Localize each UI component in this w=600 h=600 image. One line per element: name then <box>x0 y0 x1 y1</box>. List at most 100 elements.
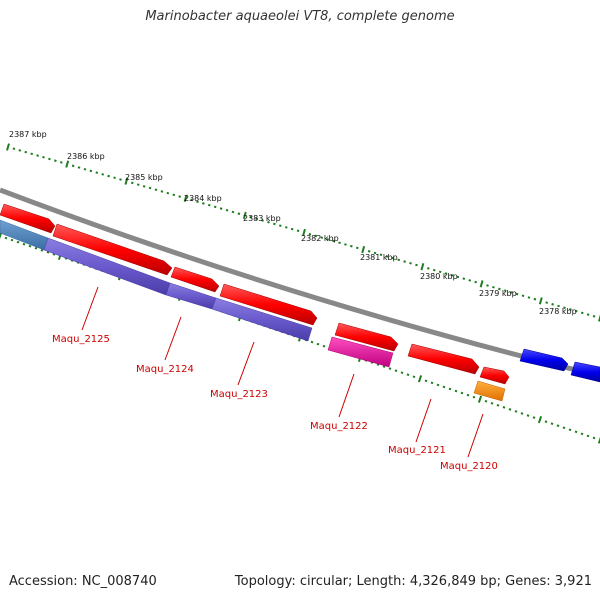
upper-ruler-minor-tick <box>249 215 253 219</box>
upper-ruler-minor-tick <box>30 152 34 156</box>
upper-ruler-minor-tick <box>36 154 39 157</box>
upper-ruler-major-tick <box>420 263 425 271</box>
upper-ruler-minor-tick <box>438 270 442 274</box>
upper-ruler-minor-tick <box>130 181 134 185</box>
gene-red-2[interactable] <box>52 223 173 276</box>
lower-ruler-major-tick <box>0 232 3 240</box>
gene-label-2121: Maqu_2121 <box>388 445 446 456</box>
lower-ruler-minor-tick <box>4 236 8 240</box>
lower-ruler-major-tick <box>477 395 483 403</box>
kbp-label-2385: 2385 kbp <box>125 173 163 182</box>
lower-ruler-minor-tick <box>586 434 590 438</box>
upper-ruler-minor-tick <box>59 161 63 164</box>
pointer-line-2124 <box>164 316 182 361</box>
upper-ruler-minor-tick <box>237 212 241 215</box>
pointer-line-2123 <box>237 341 255 386</box>
lower-ruler-minor-tick <box>40 248 44 252</box>
upper-ruler-minor-tick <box>498 287 501 291</box>
upper-ruler-major-tick <box>479 280 484 288</box>
kbp-label-2378: 2378 kbp <box>539 307 577 316</box>
lower-ruler-minor-tick <box>472 395 476 399</box>
upper-ruler-minor-tick <box>136 183 140 186</box>
gene-blue-1[interactable] <box>519 348 569 372</box>
upper-ruler-major-tick <box>124 177 129 185</box>
lower-ruler-minor-tick <box>424 379 428 383</box>
upper-ruler-minor-tick <box>261 219 264 222</box>
upper-ruler-minor-tick <box>172 193 176 197</box>
upper-ruler-minor-tick <box>326 238 330 241</box>
upper-ruler-minor-tick <box>273 222 276 226</box>
upper-ruler-minor-tick <box>284 226 288 229</box>
lower-ruler-minor-tick <box>502 406 506 409</box>
gene-red-1[interactable] <box>0 203 56 234</box>
upper-ruler-minor-tick <box>314 234 318 238</box>
upper-ruler-minor-tick <box>391 256 395 260</box>
upper-ruler-minor-tick <box>202 202 205 205</box>
upper-ruler-minor-tick <box>397 258 401 262</box>
upper-ruler-minor-tick <box>54 159 57 162</box>
upper-ruler-major-tick <box>183 194 188 202</box>
map-title: Marinobacter aquaeolei VT8, complete gen… <box>145 9 455 24</box>
lower-ruler-minor-tick <box>16 240 20 244</box>
upper-ruler-minor-tick <box>332 239 335 243</box>
pointer-line-2120 <box>467 413 484 458</box>
lower-ruler-minor-tick <box>400 371 404 374</box>
upper-ruler-minor-tick <box>166 191 170 195</box>
gene-red-7[interactable] <box>479 366 510 385</box>
upper-ruler-minor-tick <box>225 209 229 212</box>
lower-ruler-minor-tick <box>322 344 326 348</box>
gene-maqu-2122[interactable] <box>327 336 394 368</box>
lower-ruler-minor-tick <box>556 424 560 428</box>
upper-ruler-minor-tick <box>444 272 448 275</box>
lower-ruler-minor-tick <box>454 389 458 393</box>
lower-ruler-minor-tick <box>514 410 518 413</box>
upper-ruler-minor-tick <box>563 306 566 310</box>
upper-ruler-minor-tick <box>71 164 75 168</box>
upper-ruler-minor-tick <box>527 296 531 299</box>
lower-ruler-major-tick <box>417 375 423 383</box>
upper-ruler-minor-tick <box>119 178 122 181</box>
lower-ruler-minor-tick <box>496 404 500 407</box>
kbp-label-2379: 2379 kbp <box>479 289 517 298</box>
pointer-line-2125 <box>81 286 99 331</box>
gene-red-4[interactable] <box>219 283 318 326</box>
lower-ruler-minor-tick <box>394 369 398 372</box>
gene-red-5[interactable] <box>334 322 399 352</box>
upper-ruler-minor-tick <box>48 157 51 161</box>
gene-blue-2[interactable] <box>570 361 600 383</box>
kbp-label-2386: 2386 kbp <box>67 152 105 161</box>
upper-ruler-minor-tick <box>415 263 418 267</box>
gene-maqu-2120[interactable] <box>473 380 506 402</box>
lower-ruler-minor-tick <box>28 244 32 248</box>
upper-ruler-minor-tick <box>24 150 28 154</box>
upper-ruler-minor-tick <box>213 205 217 209</box>
kbp-label-2382: 2382 kbp <box>301 234 339 243</box>
lower-ruler-minor-tick <box>544 420 548 423</box>
upper-ruler-minor-tick <box>515 292 519 296</box>
upper-ruler-minor-tick <box>107 174 110 178</box>
upper-ruler-minor-tick <box>148 186 152 190</box>
upper-ruler-minor-tick <box>592 315 596 318</box>
gene-red-6[interactable] <box>407 343 480 375</box>
gene-maqu-2123[interactable] <box>211 297 313 342</box>
upper-ruler-minor-tick <box>160 190 164 193</box>
lower-ruler-minor-tick <box>406 373 410 377</box>
upper-ruler-minor-tick <box>586 313 590 316</box>
upper-ruler-minor-tick <box>450 273 454 277</box>
upper-ruler-minor-tick <box>219 207 223 210</box>
lower-ruler-minor-tick <box>412 375 416 379</box>
lower-ruler-minor-tick <box>430 381 434 385</box>
upper-ruler-minor-tick <box>42 155 45 159</box>
upper-ruler-minor-tick <box>255 217 258 221</box>
upper-ruler-minor-tick <box>154 188 158 192</box>
kbp-label-2384: 2384 kbp <box>184 194 222 203</box>
gene-label-2125: Maqu_2125 <box>52 334 110 345</box>
upper-ruler-minor-tick <box>190 198 193 202</box>
upper-ruler-minor-tick <box>521 294 525 298</box>
gene-red-3[interactable] <box>170 266 220 293</box>
upper-ruler-minor-tick <box>344 243 347 246</box>
lower-ruler-minor-tick <box>526 414 530 417</box>
upper-ruler-minor-tick <box>290 227 294 231</box>
lower-ruler-minor-tick <box>460 391 464 395</box>
